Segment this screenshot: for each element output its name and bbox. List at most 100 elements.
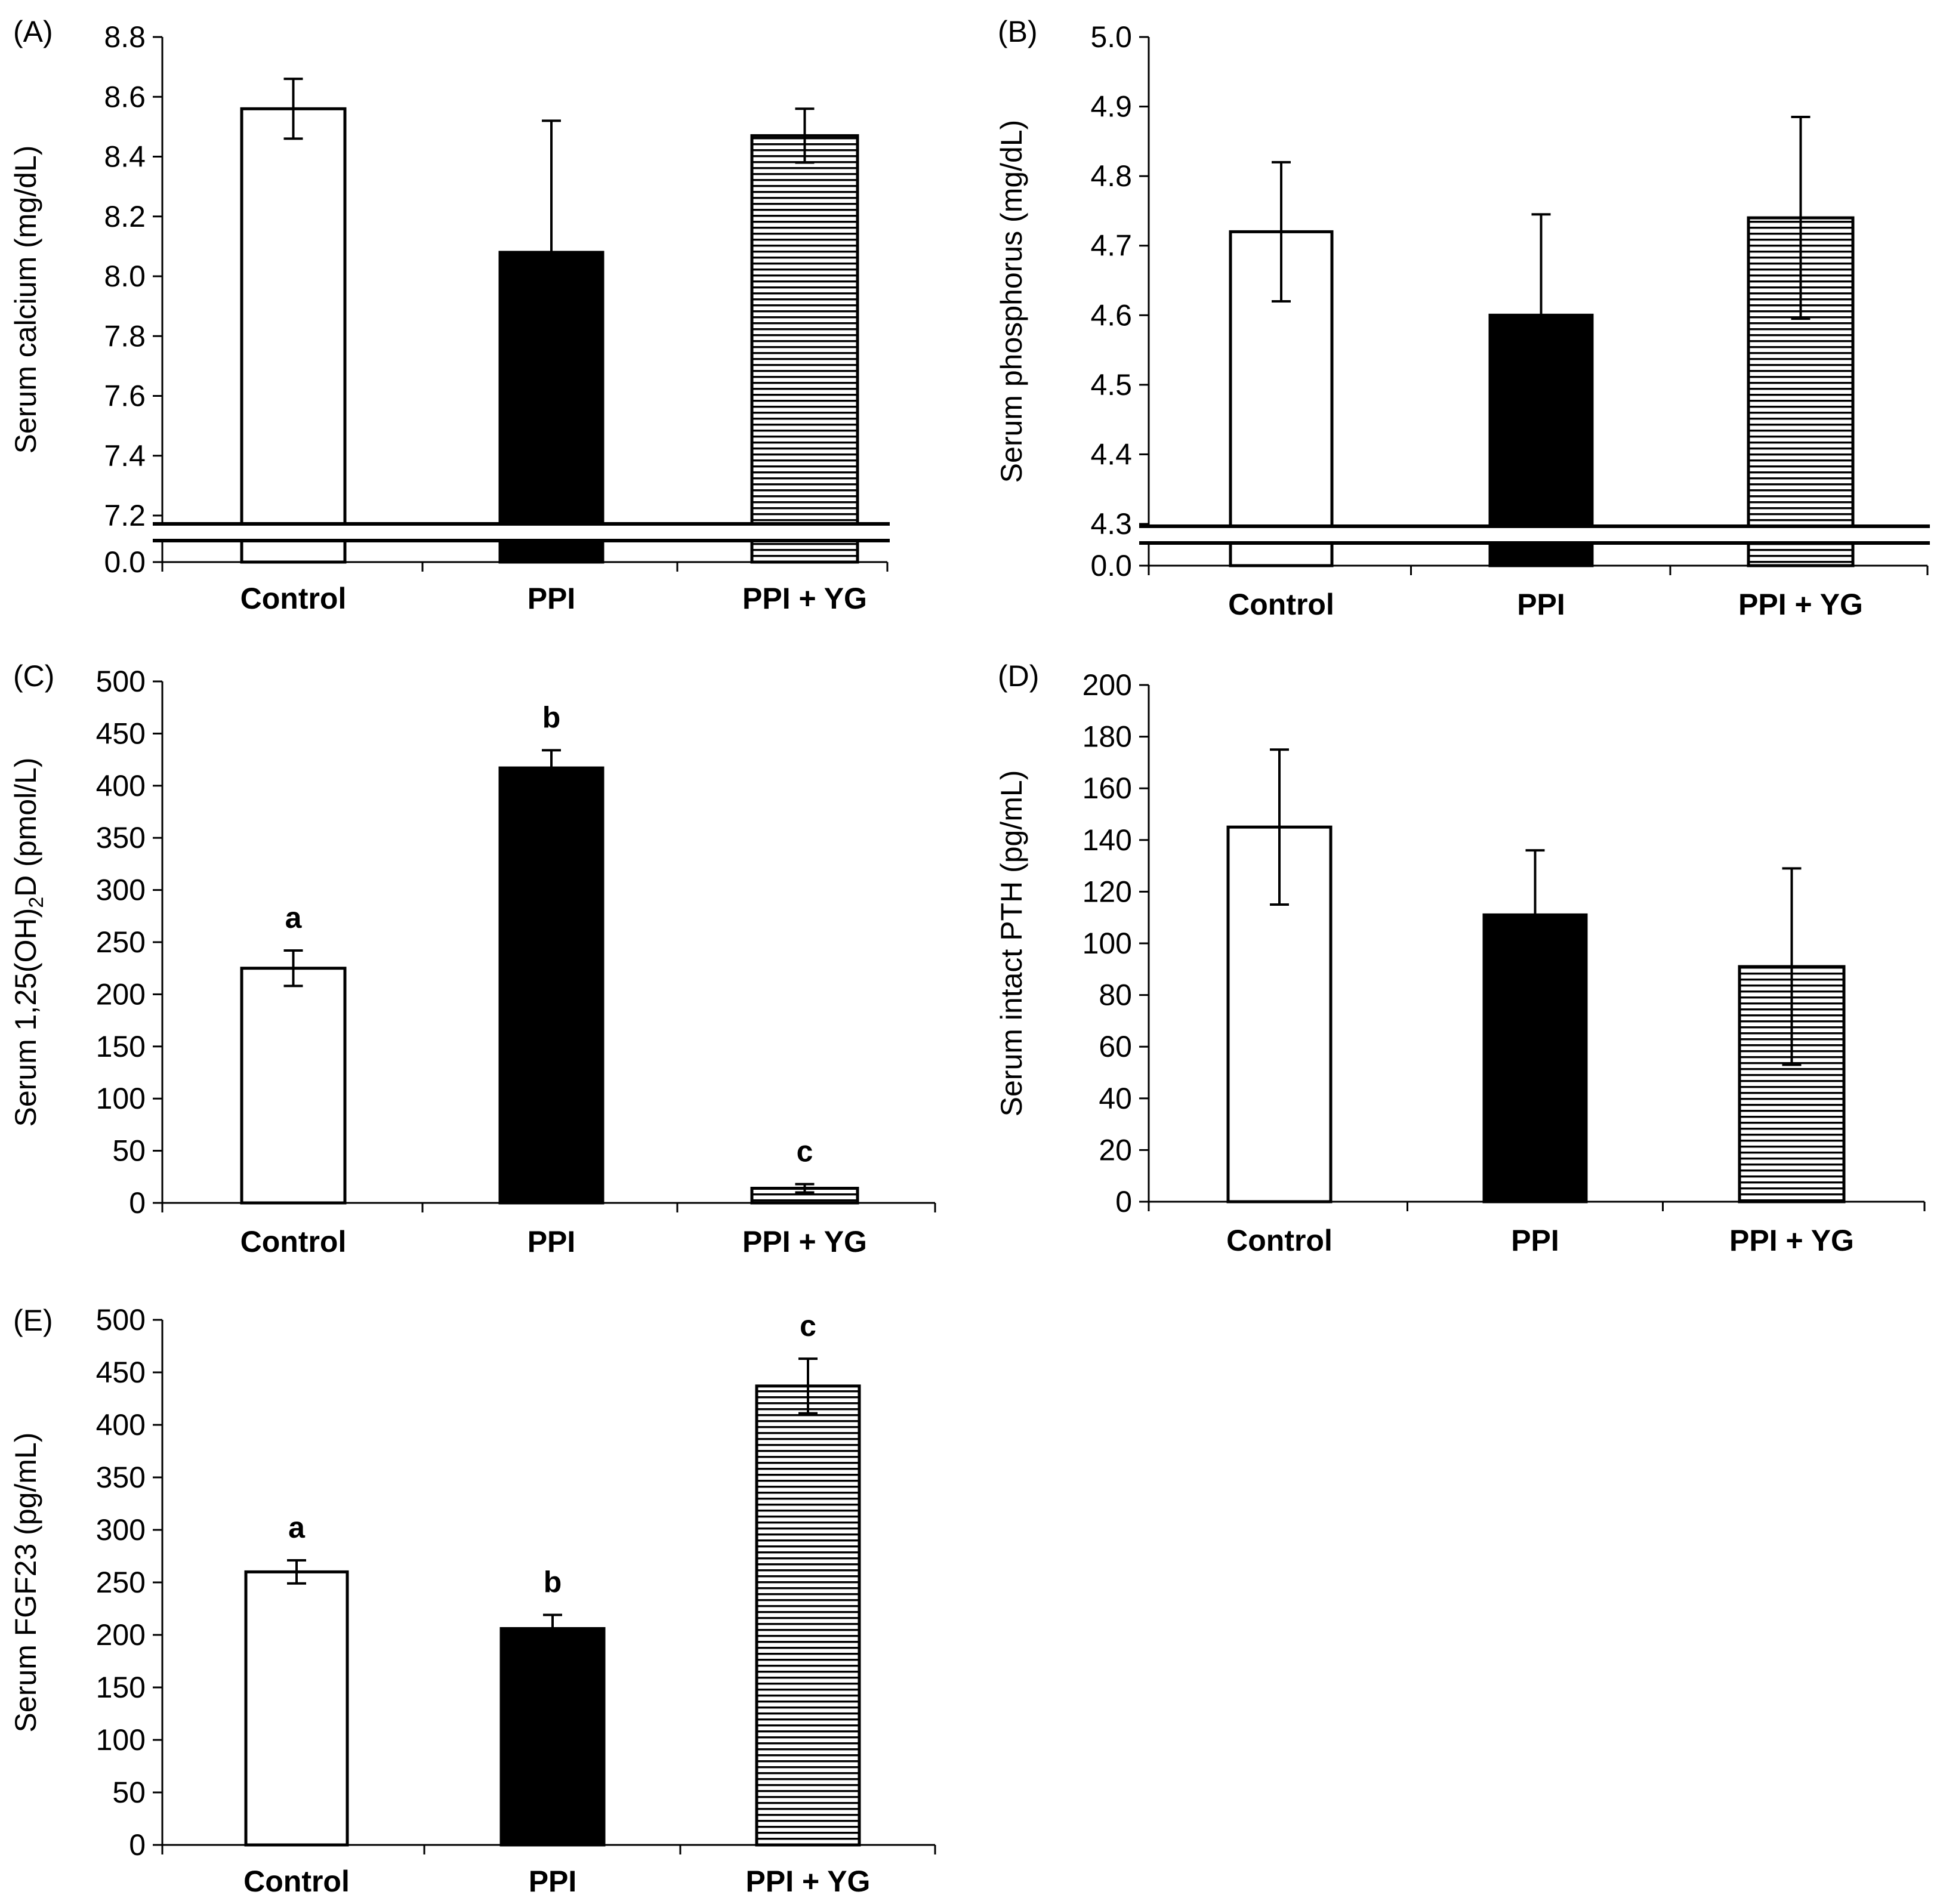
panel-label: (C) (13, 659, 54, 693)
y-tick-label: 100 (96, 1723, 146, 1757)
error-bar (1782, 867, 1802, 1066)
panel-a: (A) Serum calcium (mg/dL) Control PPI PPI + … (9, 15, 890, 615)
significance-letter: b (544, 1566, 562, 1599)
y-tick-label: 7.2 (104, 499, 146, 532)
y-tick-label: 300 (96, 1513, 146, 1547)
error-bar (1531, 213, 1551, 418)
significance-letter: a (285, 901, 303, 934)
y-tick-label: 0.0 (104, 545, 146, 579)
x-tick-label: PPI + YG (1729, 1224, 1854, 1257)
x-tick-label: Control (243, 1865, 350, 1898)
axis-break (153, 522, 890, 542)
error-bar (1791, 116, 1811, 320)
x-tick-label: PPI (528, 1225, 576, 1258)
panel-label: (E) (13, 1304, 53, 1337)
panel-b: (B) Serum phosphorus (mg/dL) Control PPI PPI… (995, 15, 1930, 621)
y-tick-label: 200 (96, 977, 146, 1011)
x-tick-label: PPI + YG (1738, 588, 1863, 621)
x-tick-label: Control (240, 582, 347, 615)
axis-break (1139, 524, 1930, 545)
error-bar (795, 1183, 815, 1194)
y-tick-label: 0 (129, 1828, 146, 1862)
y-tick-label: 100 (96, 1082, 146, 1115)
panel-e: (E) Serum FGF23 (pg/mL) a Control b PPI c PPI +… (9, 1303, 936, 1898)
y-tick-label: 40 (1099, 1082, 1132, 1115)
bar-ppi (498, 766, 604, 1205)
panel-d: (D) Serum intact PTH (pg/mL) Control PPI PPI… (995, 659, 1926, 1257)
y-tick-label: 4.9 (1090, 90, 1132, 124)
bar-control (240, 107, 347, 564)
x-tick-label: PPI (1511, 1224, 1559, 1257)
x-tick-label: PPI (529, 1865, 577, 1898)
y-tick-label: 160 (1082, 772, 1132, 805)
error-bar (1272, 161, 1291, 303)
y-tick-label: 8.2 (104, 200, 146, 233)
significance-letter: b (542, 701, 561, 734)
y-tick-label: 300 (96, 874, 146, 907)
y-tick-label: 4.5 (1090, 368, 1132, 402)
bar-ppi-yg (750, 134, 859, 564)
x-tick-label: Control (1226, 1224, 1333, 1257)
y-tick-label: 50 (112, 1134, 146, 1168)
y-axis-label: Serum 1,25(OH)2D (pmol/L) (9, 757, 48, 1127)
panel-label: (D) (998, 659, 1039, 693)
y-tick-label: 60 (1099, 1030, 1132, 1063)
y-axis-label: Serum FGF23 (pg/mL) (9, 1433, 42, 1733)
y-tick-label: 350 (96, 821, 146, 854)
error-bar (798, 1357, 818, 1415)
y-tick-label: 4.3 (1090, 507, 1132, 541)
x-tick-label: PPI (1517, 588, 1565, 621)
x-tick-label: Control (240, 1225, 347, 1258)
y-tick-label: 120 (1082, 875, 1132, 908)
x-tick-label: PPI (528, 582, 576, 615)
y-tick-label: 8.6 (104, 80, 146, 113)
y-tick-label: 8.4 (104, 140, 146, 174)
y-axis-label: Serum intact PTH (pg/mL) (995, 770, 1028, 1117)
bar-ppi-yg (750, 1187, 859, 1205)
error-bar (542, 749, 561, 787)
y-tick-label: 500 (96, 1303, 146, 1337)
error-bar (287, 1559, 306, 1585)
y-tick-label: 0 (129, 1186, 146, 1220)
error-bar (1525, 849, 1545, 981)
error-bar (283, 78, 303, 140)
y-tick-label: 200 (1082, 668, 1132, 702)
y-tick-label: 20 (1099, 1133, 1132, 1167)
panel-c: (C) Serum 1,25(OH)2D (pmol/L) a Control b PPI… (9, 659, 936, 1258)
bar-ppi-yg (755, 1384, 861, 1847)
y-tick-label: 150 (96, 1030, 146, 1063)
y-tick-label: 4.8 (1090, 159, 1132, 193)
x-tick-label: PPI + YG (742, 582, 867, 615)
y-tick-label: 150 (96, 1671, 146, 1704)
significance-letter: c (800, 1309, 816, 1343)
y-axis-label: Serum phosphorus (mg/dL) (995, 120, 1028, 483)
y-tick-label: 400 (96, 1408, 146, 1442)
y-tick-label: 100 (1082, 927, 1132, 960)
error-bar (283, 949, 303, 988)
y-tick-label: 500 (96, 665, 146, 698)
y-tick-label: 450 (96, 1356, 146, 1389)
y-tick-label: 5.0 (1090, 20, 1132, 54)
y-tick-label: 350 (96, 1461, 146, 1494)
y-tick-label: 8.0 (104, 260, 146, 293)
y-tick-label: 50 (112, 1776, 146, 1809)
y-tick-label: 140 (1082, 823, 1132, 857)
significance-letter: c (797, 1135, 813, 1168)
y-tick-label: 4.7 (1090, 229, 1132, 263)
y-axis-label: Serum calcium (mg/dL) (9, 146, 42, 454)
error-bar (1270, 748, 1289, 906)
y-tick-label: 7.4 (104, 439, 146, 473)
y-tick-label: 250 (96, 925, 146, 959)
significance-letter: a (288, 1511, 306, 1544)
error-bar (543, 1613, 562, 1644)
error-bar (542, 119, 561, 385)
y-tick-label: 7.8 (104, 319, 146, 353)
panel-label: (A) (13, 15, 53, 48)
y-tick-label: 200 (96, 1618, 146, 1652)
x-tick-label: PPI + YG (742, 1225, 867, 1258)
bar-control (244, 1570, 349, 1847)
y-tick-label: 80 (1099, 979, 1132, 1012)
y-tick-label: 450 (96, 717, 146, 750)
y-tick-label: 8.8 (104, 20, 146, 54)
